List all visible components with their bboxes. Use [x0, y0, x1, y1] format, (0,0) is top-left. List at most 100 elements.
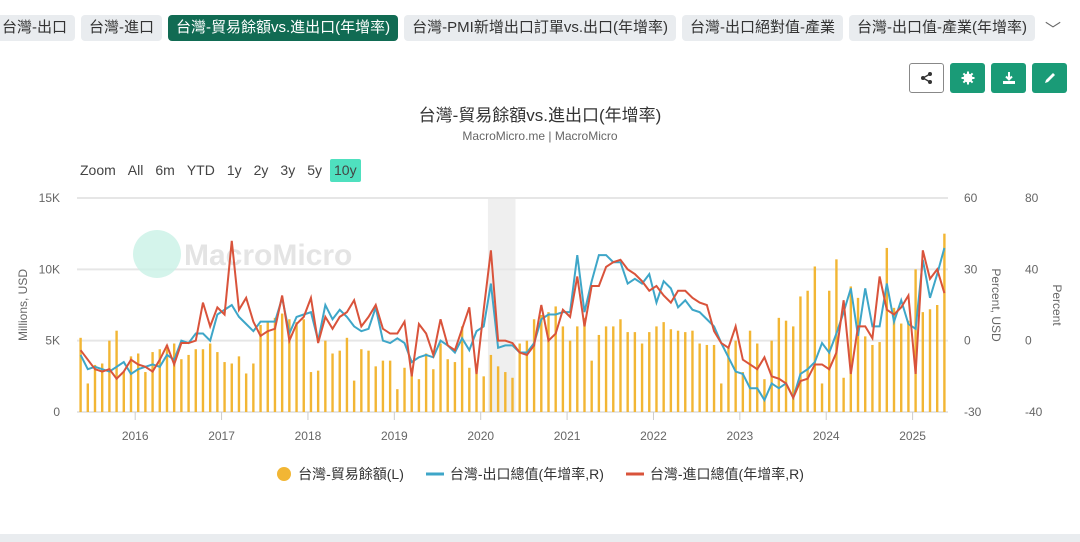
bar: [547, 312, 550, 412]
legend-item[interactable]: 台灣-貿易餘額(L): [276, 464, 404, 484]
watermark-logo-icon: [133, 230, 181, 278]
x-tick-label: 2018: [295, 429, 322, 443]
y-left-label: Millions, USD: [16, 269, 30, 341]
y-left-tick: 0: [53, 405, 60, 419]
bar: [648, 332, 651, 412]
bar: [892, 307, 896, 412]
tab-3[interactable]: 台灣-PMI新增出口訂單vs.出口(年增率): [404, 15, 676, 41]
bar: [244, 373, 248, 412]
bar: [684, 332, 687, 412]
tab-0[interactable]: 台灣-出口: [0, 15, 75, 41]
x-tick-label: 2024: [813, 429, 840, 443]
chevron-down-icon[interactable]: ﹀: [1044, 22, 1061, 39]
bar: [914, 269, 917, 412]
bar: [727, 347, 730, 412]
bar: [324, 340, 327, 412]
legend-item[interactable]: 台灣-出口總值(年增率,R): [425, 464, 604, 484]
bar: [237, 356, 241, 412]
bar: [230, 363, 233, 412]
x-tick-label: 2023: [726, 429, 753, 443]
tab-5[interactable]: 台灣-出口值-產業(年增率): [848, 15, 1035, 41]
bar: [453, 362, 457, 412]
y-left-tick: 15K: [39, 191, 60, 205]
tab-4[interactable]: 台灣-出口絕對值-產業: [681, 15, 843, 41]
bar: [424, 353, 428, 412]
bar: [907, 320, 910, 412]
bar: [540, 314, 543, 412]
x-tick-label: 2021: [554, 429, 581, 443]
legend-marker: [277, 467, 292, 481]
range-1y[interactable]: 1y: [226, 162, 242, 178]
bar: [626, 332, 629, 412]
bar: [734, 340, 737, 412]
bar: [468, 367, 471, 412]
bar: [756, 343, 759, 412]
range-5y[interactable]: 5y: [307, 162, 322, 178]
range-2y[interactable]: 2y: [253, 162, 269, 178]
bar: [302, 319, 305, 412]
bar: [158, 349, 161, 412]
range-zoom-label: Zoom: [80, 162, 116, 178]
range-All[interactable]: All: [127, 162, 144, 178]
y-right-tick: 30: [964, 262, 978, 276]
bar: [640, 343, 644, 412]
legend-marker: [425, 472, 444, 476]
x-tick-label: 2020: [467, 429, 494, 443]
range-YTD[interactable]: YTD: [186, 162, 215, 178]
bar: [784, 320, 788, 412]
bar: [900, 323, 903, 412]
bar: [792, 326, 795, 412]
bar: [352, 380, 356, 412]
bar: [597, 334, 601, 412]
download-button[interactable]: [991, 63, 1026, 93]
bar: [518, 343, 521, 412]
bar: [252, 363, 255, 412]
bar: [720, 383, 723, 412]
bar: [669, 329, 673, 412]
bar: [144, 372, 147, 412]
bar: [446, 359, 449, 412]
bar: [187, 354, 190, 412]
download-icon: [1002, 72, 1015, 84]
bar: [741, 372, 745, 412]
bar: [288, 319, 291, 412]
bar: [295, 322, 298, 412]
bar: [655, 326, 658, 412]
bar: [165, 344, 169, 412]
bar: [511, 377, 514, 412]
bar: [871, 344, 874, 412]
tab-1[interactable]: 台灣-進口: [81, 15, 162, 41]
share-button[interactable]: [909, 63, 944, 93]
y-right-tick: -30: [964, 405, 982, 419]
y-right-tick: 60: [964, 191, 978, 205]
tab-2[interactable]: 台灣-貿易餘額vs.進出口(年增率): [168, 15, 399, 41]
chart-tabs: 台灣-出口 台灣-進口 台灣-貿易餘額vs.進出口(年增率) 台灣-PMI新增出口訂單…: [0, 15, 1061, 41]
pencil-icon: [1044, 73, 1055, 83]
bar: [943, 233, 946, 412]
legend-item[interactable]: 台灣-進口總值(年增率,R): [625, 464, 804, 484]
range-3y[interactable]: 3y: [280, 162, 296, 178]
x-tick-label: 2019: [381, 429, 408, 443]
settings-button[interactable]: [950, 63, 985, 93]
bar: [554, 306, 557, 412]
bar: [936, 305, 939, 412]
bar: [93, 364, 97, 412]
bar: [698, 343, 701, 412]
bar: [504, 372, 507, 412]
range-10y[interactable]: 10y: [330, 159, 361, 182]
range-6m[interactable]: 6m: [155, 162, 175, 178]
bar: [676, 330, 680, 412]
x-tick-label: 2022: [640, 429, 667, 443]
y-right2-tick: 40: [1025, 262, 1039, 276]
bar: [309, 372, 313, 412]
gear-icon: [961, 71, 974, 85]
bar: [583, 317, 586, 412]
bar: [561, 326, 565, 412]
bar: [806, 290, 809, 412]
edit-button[interactable]: [1032, 63, 1067, 93]
chart: 0 5K 10K 15K -30 0 30 60 -40 0 40 80 MacroMicro Milli…: [16, 191, 1064, 443]
chart-subtitle: MacroMicro.me | MacroMicro: [462, 129, 618, 143]
bar: [100, 363, 104, 412]
bar: [496, 366, 500, 412]
legend-label: 台灣-貿易餘額(L): [298, 466, 404, 482]
